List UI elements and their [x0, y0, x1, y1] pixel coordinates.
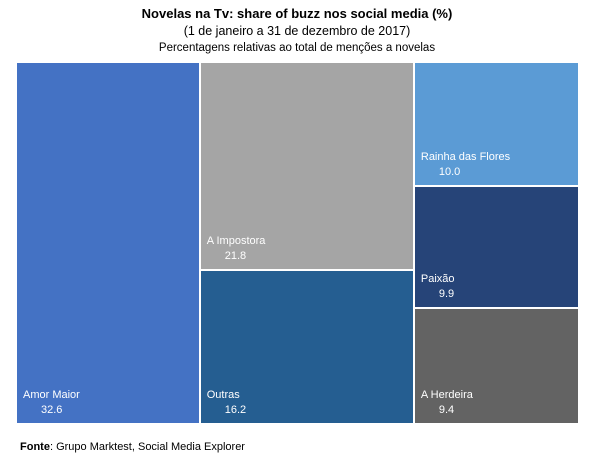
treemap: Amor Maior 32.6 A Impostora 21.8 Outras 16.2 R… [16, 62, 579, 424]
source-label: Fonte [20, 441, 50, 453]
tile-label: A Herdeira [420, 388, 473, 401]
treemap-tile-paixao: Paixão 9.9 [413, 185, 579, 308]
tile-value: 21.8 [224, 249, 247, 262]
tile-label: Outras [206, 388, 240, 401]
source-note: Fonte: Grupo Marktest, Social Media Expl… [20, 441, 245, 453]
treemap-tile-amor-maior: Amor Maior 32.6 [16, 62, 200, 424]
chart-subtitle: (1 de janeiro a 31 de dezembro de 2017) [183, 24, 411, 38]
tile-value: 16.2 [224, 403, 247, 416]
treemap-tile-rainha-das-flores: Rainha das Flores 10.0 [413, 62, 579, 186]
tile-label: Rainha das Flores [420, 150, 511, 163]
source-text: : Grupo Marktest, Social Media Explorer [49, 441, 245, 453]
tile-label: A Impostora [206, 234, 266, 247]
chart-note: Percentagens relativas ao total de mençõ… [158, 42, 436, 54]
treemap-tile-a-impostora: A Impostora 21.8 [199, 62, 414, 270]
tile-value: 9.4 [438, 403, 455, 416]
tile-label: Amor Maior [23, 389, 80, 401]
treemap-tile-a-herdeira: A Herdeira 9.4 [413, 307, 579, 424]
tile-value: 10.0 [438, 165, 461, 178]
chart-title: Novelas na Tv: share of buzz nos social … [141, 6, 453, 21]
tile-value: 32.6 [41, 404, 63, 416]
treemap-tile-outras: Outras 16.2 [199, 269, 414, 424]
tile-value: 9.9 [438, 287, 455, 300]
tile-label: Paixão [420, 272, 455, 285]
